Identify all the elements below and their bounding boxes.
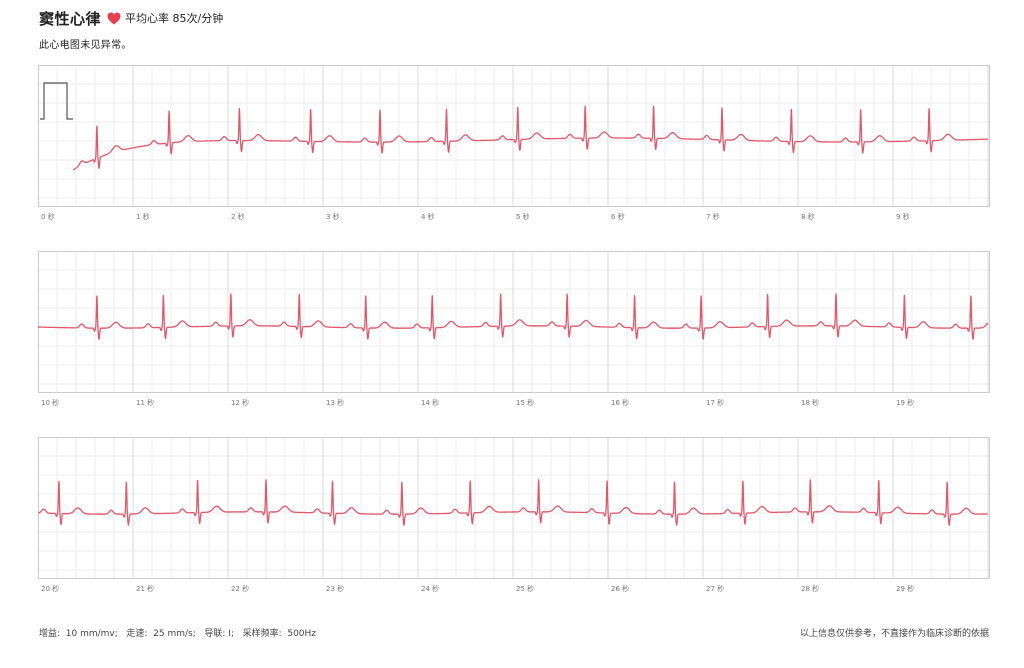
title-row: 窦性心律 平均心率 85次/分钟 [39,6,989,30]
tick-label: 5 秒 [516,212,530,221]
speed-value: 25 mm/s; [153,629,196,639]
rhythm-label: 窦性心律 [39,9,102,28]
tick-label: 3 秒 [326,212,340,221]
ecg-grid [38,251,990,393]
report-footer: 增益: 10 mm/mv; 走速: 25 mm/s; 导联: I; 采样频率: … [39,626,989,642]
tick-label: 9 秒 [896,212,910,221]
tick-label: 19 秒 [896,398,914,407]
sample-rate-label: 采样频率: [242,629,282,639]
calibration-pulse [40,82,73,120]
lead-value: I; [228,629,234,639]
ecg-strip-2-chart: 10 秒 11 秒 12 秒 13 秒 14 秒 15 秒 16 秒 17 秒 18 秒 19 秒 [38,251,990,407]
tick-label: 21 秒 [136,584,154,593]
tick-label: 23 秒 [326,584,344,593]
recording-parameters: 增益: 10 mm/mv; 走速: 25 mm/s; 导联: I; 采样频率: … [39,626,316,639]
tick-label: 13 秒 [326,398,344,407]
tick-label: 20 秒 [41,584,59,593]
tick-label: 18 秒 [801,398,819,407]
ecg-strip-1-chart: 0 秒 1 秒 2 秒 3 秒 4 秒 5 秒 6 秒 7 秒 8 秒 9 秒 [38,65,990,221]
tick-label: 10 秒 [41,398,59,407]
gain-label: 增益: [39,629,61,639]
ecg-grid [38,437,990,579]
average-heart-rate: 平均心率 85次/分钟 [125,12,224,25]
ecg-trace [38,479,989,526]
tick-label: 26 秒 [611,584,629,593]
tick-label: 24 秒 [421,584,439,593]
tick-label: 4 秒 [421,212,435,221]
ecg-strip-3-chart: 20 秒 21 秒 22 秒 23 秒 24 秒 25 秒 26 秒 27 秒 28 秒 29 秒 [38,437,990,593]
tick-label: 7 秒 [706,212,720,221]
tick-label: 8 秒 [801,212,815,221]
tick-label: 14 秒 [421,398,439,407]
tick-label: 6 秒 [611,212,625,221]
report-header: 窦性心律 平均心率 85次/分钟 此心电图未见异常。 [39,6,989,52]
tick-label: 1 秒 [136,212,150,221]
tick-label: 29 秒 [896,584,914,593]
tick-label: 25 秒 [516,584,534,593]
tick-label: 22 秒 [231,584,249,593]
ecg-trace [38,293,989,340]
ecg-conclusion: 此心电图未见异常。 [39,40,132,51]
tick-label: 0 秒 [41,212,55,221]
tick-label: 2 秒 [231,212,245,221]
tick-label: 17 秒 [706,398,724,407]
tick-label: 15 秒 [516,398,534,407]
gain-value: 10 mm/mv; [65,629,118,639]
ecg-strip-1: 0 秒 1 秒 2 秒 3 秒 4 秒 5 秒 6 秒 7 秒 8 秒 9 秒 [38,65,990,221]
disclaimer: 以上信息仅供参考，不直接作为临床诊断的依据 [799,629,989,639]
ecg-strip-2: 10 秒 11 秒 12 秒 13 秒 14 秒 15 秒 16 秒 17 秒 18 秒 19 秒 [38,251,990,407]
tick-label: 16 秒 [611,398,629,407]
speed-label: 走速: [126,629,148,639]
ecg-grid [38,65,990,207]
tick-label: 11 秒 [136,398,154,407]
sample-rate-value: 500Hz [287,629,317,639]
tick-label: 12 秒 [231,398,249,407]
ecg-trace [72,105,989,171]
tick-label: 28 秒 [801,584,819,593]
ecg-strip-3: 20 秒 21 秒 22 秒 23 秒 24 秒 25 秒 26 秒 27 秒 28 秒 29 秒 [38,437,990,593]
heart-icon [107,12,121,24]
tick-label: 27 秒 [706,584,724,593]
lead-label: 导联: [204,629,226,639]
